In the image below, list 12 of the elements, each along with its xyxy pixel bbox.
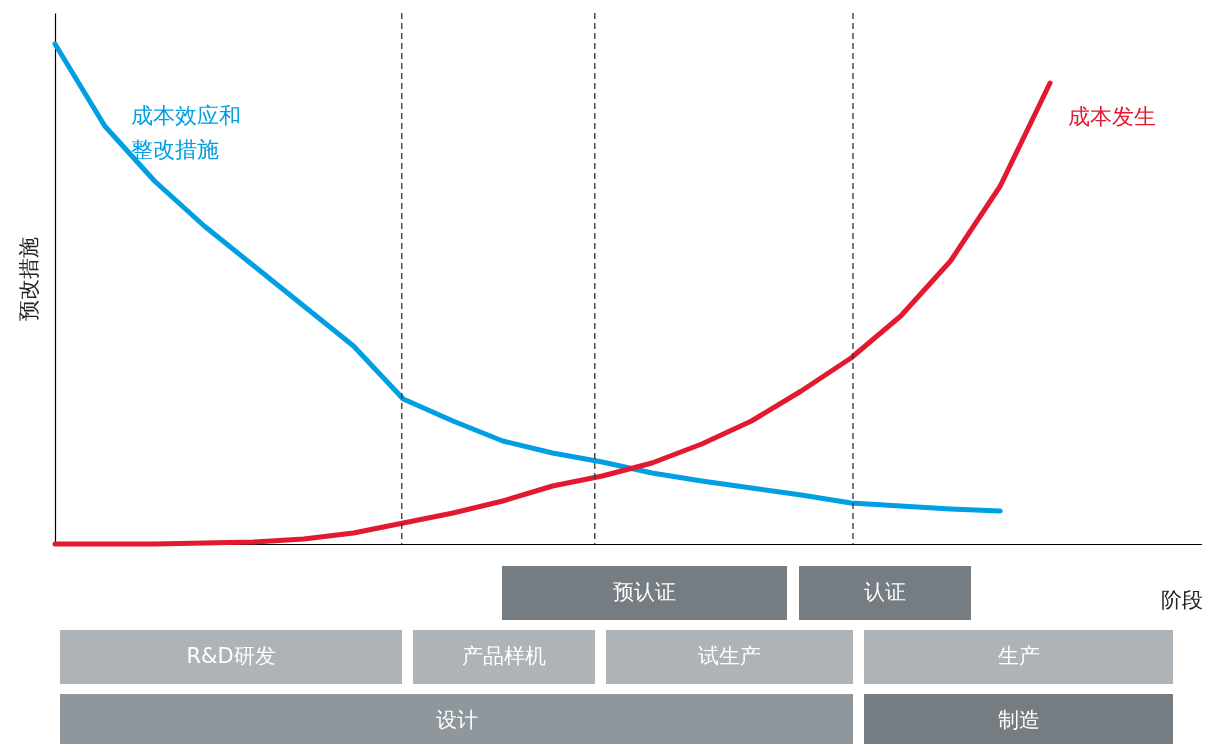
x-axis-title: 阶段 [1160,587,1203,612]
text: 制造 [997,708,1040,732]
text: 产品样机 [462,644,546,668]
series-label: 成本效应和整改措施 [131,103,241,162]
y-axis-title: 预改措施 [16,237,41,321]
text: 设计 [435,708,478,732]
text: 预认证 [613,580,676,604]
series-label: 成本发生 [1068,104,1156,129]
text: 认证 [864,580,906,604]
text: 试生产 [698,644,761,668]
text: 生产 [997,644,1040,668]
text: R&D研发 [186,644,276,668]
